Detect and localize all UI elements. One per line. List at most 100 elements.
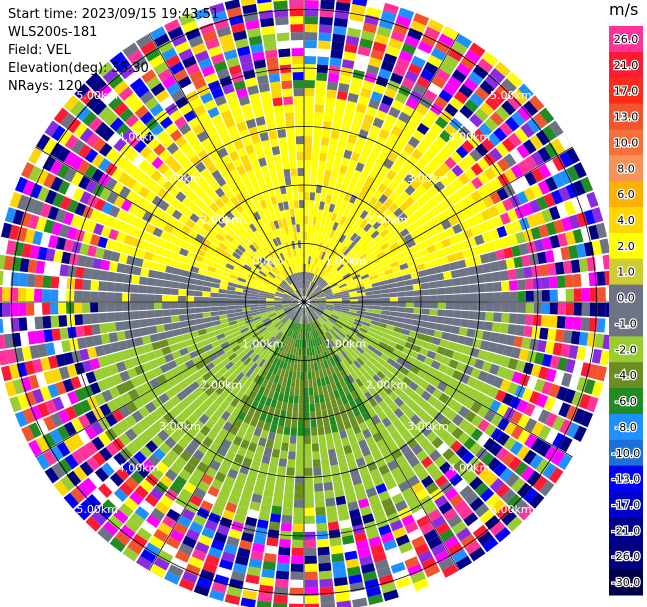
velocity-gate [451, 40, 468, 55]
velocity-gate [307, 264, 310, 273]
velocity-gate [308, 272, 312, 281]
velocity-gate [324, 105, 335, 115]
velocity-gate [355, 162, 365, 173]
velocity-gate [312, 284, 319, 292]
velocity-gate [549, 234, 561, 249]
velocity-gate [595, 222, 608, 239]
velocity-gate [376, 25, 392, 38]
velocity-gate [304, 40, 317, 49]
velocity-gate [545, 107, 555, 120]
velocity-gate [559, 169, 573, 185]
velocity-gate [411, 55, 426, 69]
velocity-gate [344, 43, 358, 54]
instrument-label: WLS200s-181 [8, 25, 98, 40]
velocity-gate [355, 179, 365, 190]
velocity-gate [361, 147, 372, 158]
velocity-gate [360, 30, 376, 41]
velocity-gate [413, 160, 426, 173]
velocity-gate [329, 256, 336, 265]
velocity-gate [495, 249, 506, 261]
velocity-gate [317, 209, 324, 218]
velocity-gate [450, 203, 462, 215]
velocity-gate [395, 137, 408, 150]
velocity-gate [344, 260, 353, 268]
velocity-gate [307, 291, 314, 298]
velocity-gate [350, 77, 363, 88]
velocity-gate [329, 281, 337, 287]
velocity-gate [479, 253, 490, 264]
velocity-gate [306, 256, 309, 265]
velocity-gate [545, 159, 559, 176]
velocity-gate [372, 189, 383, 200]
velocity-gate [393, 270, 403, 278]
velocity-gate [309, 240, 314, 249]
velocity-gate [562, 260, 573, 274]
velocity-gate [459, 219, 471, 231]
velocity-gate [317, 233, 322, 243]
velocity-gate [304, 192, 310, 201]
velocity-gate [330, 195, 338, 205]
velocity-gate [478, 122, 493, 137]
velocity-gate [309, 298, 318, 301]
velocity-gate [389, 72, 404, 85]
velocity-gate [316, 176, 324, 186]
velocity-gate [496, 158, 510, 172]
velocity-gate [315, 80, 327, 90]
velocity-gate [490, 90, 506, 105]
velocity-gate [349, 177, 359, 187]
velocity-gate [461, 207, 474, 219]
velocity-gate [322, 252, 329, 261]
velocity-gate [404, 35, 420, 48]
velocity-gate [377, 238, 387, 247]
velocity-gate [314, 192, 321, 202]
velocity-gate [329, 238, 336, 247]
velocity-gate [359, 241, 368, 250]
velocity-gate [403, 173, 415, 185]
velocity-gate [322, 226, 328, 236]
colorbar-tick-label: -30.0 [612, 576, 640, 589]
velocity-gate [493, 127, 508, 142]
velocity-gate [477, 243, 488, 255]
velocity-gate [425, 109, 439, 123]
velocity-gate [529, 134, 544, 150]
velocity-gate [552, 155, 566, 172]
velocity-gate [481, 137, 495, 152]
velocity-gate [394, 92, 408, 104]
velocity-gate [444, 156, 457, 170]
velocity-gate [347, 134, 358, 144]
velocity-gate [323, 235, 329, 245]
velocity-gate [572, 228, 584, 244]
velocity-gate [427, 19, 444, 33]
velocity-gate [343, 51, 357, 62]
velocity-gate [437, 230, 449, 241]
velocity-gate [341, 157, 350, 167]
velocity-gate [453, 90, 469, 105]
velocity-gate [304, 248, 307, 257]
velocity-gate [314, 96, 325, 106]
velocity-gate [317, 56, 329, 66]
velocity-gate [484, 74, 501, 89]
velocity-gate [512, 89, 528, 105]
velocity-gate [388, 287, 398, 293]
velocity-gate [443, 207, 455, 219]
velocity-gate [355, 53, 370, 65]
velocity-gate [328, 178, 337, 188]
velocity-gate [580, 176, 594, 193]
velocity-gate [363, 193, 373, 203]
velocity-gate [472, 255, 482, 266]
velocity-gate [369, 255, 379, 263]
velocity-gate [325, 161, 334, 171]
velocity-gate [330, 269, 339, 277]
velocity-gate [383, 233, 393, 242]
velocity-gate [339, 268, 348, 275]
velocity-gate [345, 277, 354, 284]
velocity-gate [320, 281, 328, 289]
velocity-gate [395, 222, 406, 233]
velocity-gate [391, 265, 401, 273]
velocity-gate [314, 266, 320, 275]
velocity-gate [464, 98, 479, 113]
velocity-gate [444, 278, 454, 287]
velocity-gate [426, 244, 437, 254]
velocity-gate [404, 285, 414, 292]
velocity-gate [325, 275, 333, 282]
